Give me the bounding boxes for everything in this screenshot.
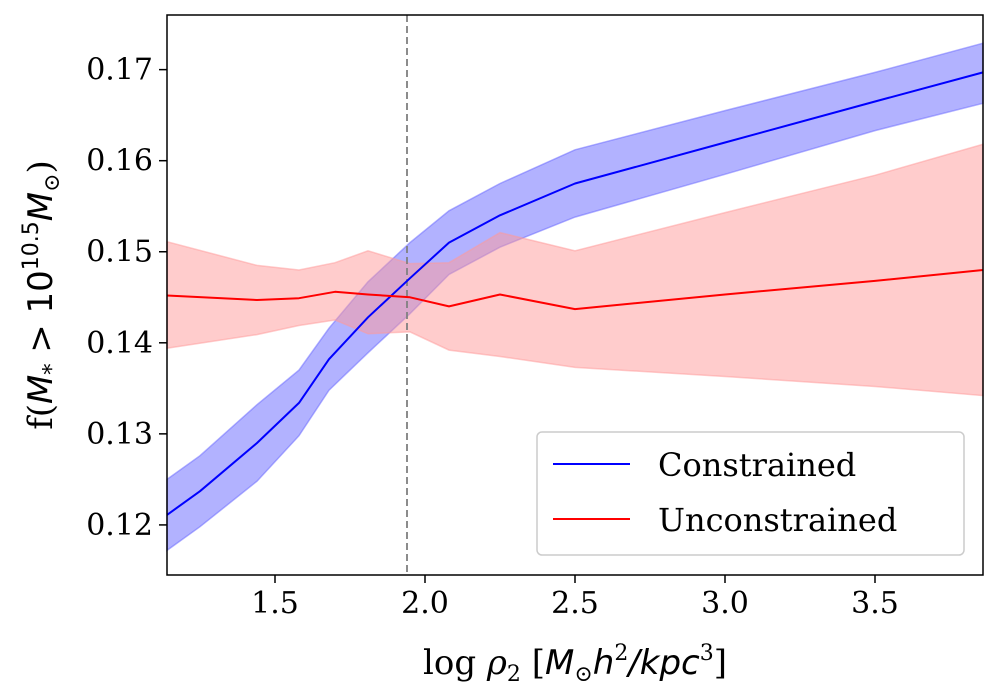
- x-tick-label: 3.0: [701, 586, 749, 621]
- y-tick-label: 0.14: [86, 326, 153, 361]
- legend: Constrained Unconstrained: [536, 431, 965, 556]
- x-tick-label: 1.5: [251, 586, 299, 621]
- legend-label-unconstrained: Unconstrained: [658, 501, 897, 539]
- y-tick-label: 0.13: [86, 417, 153, 452]
- line-unconstrained: [166, 269, 984, 311]
- y-tick-label: 0.16: [86, 144, 153, 179]
- y-tick-label: 0.15: [86, 235, 153, 270]
- y-tick-label: 0.17: [86, 53, 153, 88]
- series-lines: [166, 71, 984, 516]
- y-tick-label: 0.12: [86, 508, 153, 543]
- x-tick-label: 2.5: [551, 586, 599, 621]
- legend-label-constrained: Constrained: [658, 446, 856, 484]
- x-axis-label: log ρ2 [M⊙h2/kpc3]: [423, 641, 727, 687]
- x-tick-label: 3.5: [851, 586, 899, 621]
- x-tick-label: 2.0: [401, 586, 449, 621]
- y-axis-label: f(M* > 1010.5M⊙): [19, 160, 65, 430]
- legend-box: [536, 431, 965, 556]
- line-constrained: [166, 71, 984, 516]
- y-axis-ticks: 0.12 0.13 0.14 0.15 0.16 0.17: [86, 53, 167, 543]
- x-axis-ticks: 1.5 2.0 2.5 3.0 3.5: [251, 575, 899, 621]
- plot-area: 1.5 2.0 2.5 3.0 3.5 0.12 0.13 0.14 0.15 0.16 0.17: [86, 14, 984, 621]
